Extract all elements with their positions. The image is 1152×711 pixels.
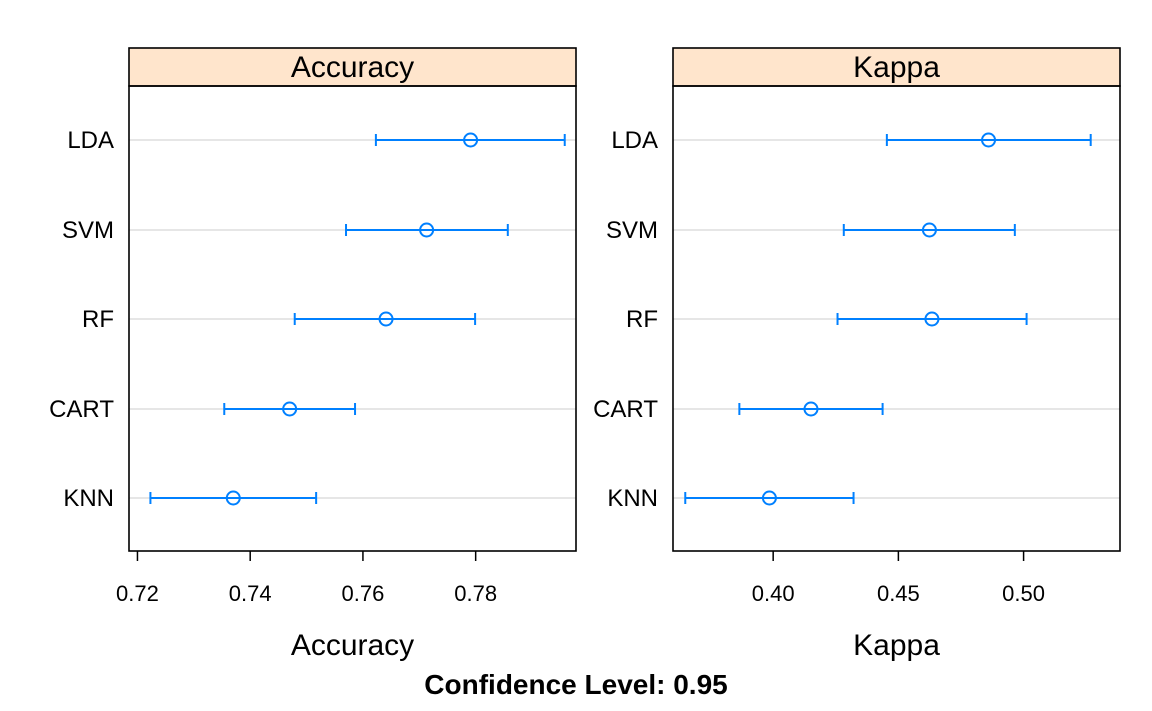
category-label: KNN [607, 485, 658, 512]
panel-strip [672, 47, 1121, 87]
point-estimate-svm [419, 222, 435, 238]
point-estimate-lda [463, 132, 479, 148]
panel-strip-title: Accuracy [291, 51, 414, 84]
x-tick-label: 0.78 [454, 581, 497, 606]
panel-strip-title: Kappa [853, 51, 940, 84]
panel-accuracy: Accuracy LDA SVM RF CART KNN 0.72 0.74 0.76 0.78 A… [49, 47, 577, 662]
category-label: LDA [67, 127, 114, 154]
point-estimate-svm [921, 222, 937, 238]
category-label: CART [49, 396, 114, 423]
point-estimate-lda [981, 132, 997, 148]
x-tick-label: 0.72 [116, 581, 159, 606]
category-label: KNN [63, 485, 114, 512]
chart-subtitle: Confidence Level: 0.95 [424, 669, 727, 700]
point-estimate-rf [378, 311, 394, 327]
x-axis-title: Kappa [853, 629, 940, 662]
point-estimate-cart [803, 401, 819, 417]
point-estimate-knn [225, 490, 241, 506]
point-estimate-cart [282, 401, 298, 417]
x-axis-title: Accuracy [291, 629, 414, 662]
category-label: RF [626, 306, 658, 333]
category-label: CART [593, 396, 658, 423]
x-tick-label: 0.76 [342, 581, 385, 606]
panel-frame [672, 85, 1121, 552]
point-estimate-knn [761, 490, 777, 506]
category-label: SVM [62, 217, 114, 244]
category-label: LDA [611, 127, 658, 154]
category-label: RF [82, 306, 114, 333]
panel-strip [128, 47, 577, 87]
panel-kappa: Kappa LDA SVM RF CART KNN 0.40 0.45 0.50 Kappa [593, 47, 1121, 662]
x-tick-label: 0.45 [877, 581, 920, 606]
x-tick-label: 0.50 [1002, 581, 1045, 606]
category-label: SVM [606, 217, 658, 244]
point-estimate-rf [924, 311, 940, 327]
x-tick-label: 0.74 [229, 581, 272, 606]
x-tick-label: 0.40 [752, 581, 795, 606]
panel-frame [128, 85, 577, 552]
